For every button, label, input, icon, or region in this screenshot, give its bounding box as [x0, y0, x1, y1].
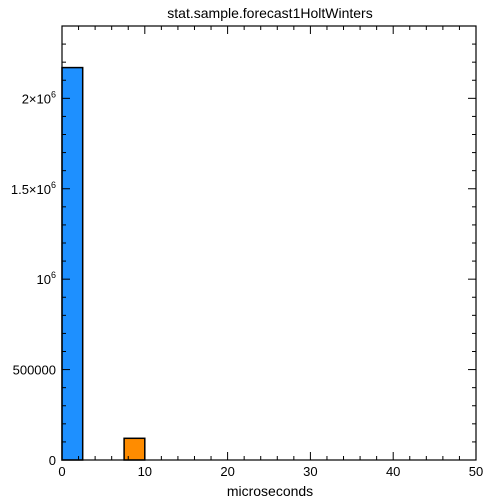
x-axis-label: microseconds: [227, 483, 313, 499]
chart-title: stat.sample.forecast1HoltWinters: [167, 5, 372, 21]
y-tick-label: 0: [49, 453, 56, 468]
ticks-layer: [61, 25, 477, 461]
y-tick-labels: 0 500000 106 1.5×106 2×106: [11, 89, 56, 468]
x-tick-label: 20: [220, 464, 234, 479]
x-tick-label: 0: [58, 464, 65, 479]
x-tick-label: 10: [138, 464, 152, 479]
bars-layer: [61, 66, 146, 461]
x-tick-labels: 0 10 20 30 40 50: [58, 464, 483, 479]
x-tick-label: 50: [469, 464, 483, 479]
bar-series0-0: [61, 66, 84, 461]
y-tick-label: 2×106: [22, 89, 56, 106]
y-tick-label: 500000: [13, 363, 56, 378]
y-tick-label: 1.5×106: [11, 180, 56, 197]
y-tick-label: 106: [37, 270, 56, 287]
x-tick-label: 40: [386, 464, 400, 479]
plot-frame: [61, 25, 477, 461]
x-tick-label: 30: [303, 464, 317, 479]
bar-series1-0: [123, 437, 146, 461]
